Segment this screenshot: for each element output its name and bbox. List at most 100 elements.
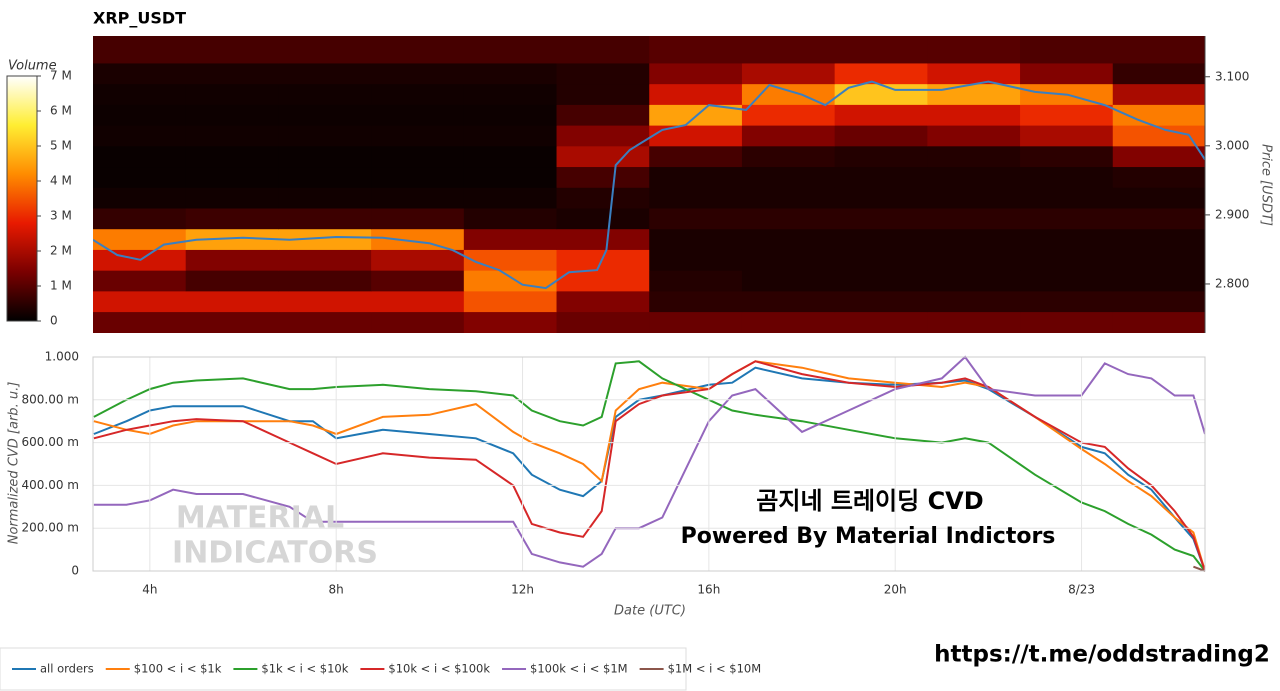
heatmap-cell [649,104,743,126]
colorbar-tick-label: 4 M [50,174,72,188]
heatmap-cell [834,290,928,313]
heatmap-cell [1112,83,1205,105]
heatmap-cell [741,187,836,209]
heatmap-cell [1112,207,1205,230]
heatmap-cell [278,125,372,147]
heatmap-cell [278,104,372,126]
heatmap-cell [93,311,187,333]
heatmap-cells [93,36,1205,333]
heatmap-cell [1020,249,1114,271]
heatmap-cell [741,83,836,105]
colorbar-tick-label: 7 M [50,69,72,83]
heatmap-cell [371,228,465,250]
heatmap-cell [834,311,928,333]
heatmap-cell [1112,104,1205,126]
colorbar-tick-label: 6 M [50,104,72,118]
heatmap-cell [834,270,928,292]
heatmap-cell [1112,311,1205,333]
heatmap-cell [556,166,650,188]
heatmap-cell [1020,228,1114,250]
heatmap-cell [927,228,1021,250]
heatmap-cell [185,270,279,292]
y-tick-label: 2.900 [1215,207,1249,221]
heatmap-cell [649,62,743,85]
heatmap-cell [556,36,650,64]
heatmap-cell [1020,290,1114,313]
x-tick-label: 8h [329,583,344,597]
heatmap-cell [834,228,928,250]
heatmap-cell [741,62,836,85]
heatmap-cell [185,187,279,209]
heatmap-cell [463,36,558,64]
x-tick-label: 20h [884,583,907,597]
legend-label: $100 < i < $1k [134,662,222,676]
heatmap-cell [463,187,558,209]
x-axis-label: Date (UTC) [614,604,686,619]
x-tick-label: 8/23 [1068,583,1095,597]
heatmap-cell [1020,270,1114,292]
heatmap-cell [278,62,372,85]
colorbar-tick-label: 0 [50,314,58,328]
y-tick-label: 200.00 m [22,521,80,535]
heatmap-cell [93,125,187,147]
heatmap-cell [371,311,465,333]
annotation: 곰지네 트레이딩 CVD [756,487,983,515]
heatmap-cell [371,62,465,85]
heatmap-cell [1112,290,1205,313]
heatmap-cell [927,290,1021,313]
heatmap-cell [278,187,372,209]
heatmap-cell [371,207,465,230]
heatmap-cell [1020,125,1114,147]
colorbar-tick-label: 5 M [50,139,72,153]
heatmap-cell [1112,187,1205,209]
heatmap-cell [278,249,372,271]
heatmap-cell [741,249,836,271]
heatmap-cell [649,83,743,105]
heatmap-cell [93,270,187,292]
heatmap-cell [185,228,279,250]
heatmap-cell [463,290,558,313]
heatmap-cell [741,166,836,188]
heatmap-cell [649,249,743,271]
plot-frame [92,356,1206,572]
heatmap-cell [1112,36,1205,64]
heatmap-cell [649,228,743,250]
heatmap-cell [834,125,928,147]
x-tick-label: 4h [142,583,157,597]
heatmap-cell [556,311,650,333]
heatmap-cell [649,290,743,313]
heatmap-cell [278,270,372,292]
heatmap-cell [185,145,279,168]
heatmap-cell [1112,249,1205,271]
heatmap-cell [556,83,650,105]
heatmap-cell [834,145,928,168]
heatmap-cell [927,125,1021,147]
heatmap-cell [834,249,928,271]
heatmap-cell [185,166,279,188]
heatmap-cell [741,125,836,147]
colorbar-tick-label: 2 M [50,244,72,258]
annotation: INDICATORS [172,536,378,571]
heatmap-cell [556,187,650,209]
legend-label: $10k < i < $100k [388,662,490,676]
heatmap-cell [93,36,187,64]
heatmap-cell [649,36,743,64]
heatmap-cell [371,104,465,126]
y-tick-label: 0 [71,564,79,578]
heatmap-cell [1020,166,1114,188]
heatmap-cell [278,36,372,64]
heatmap-cell [93,166,187,188]
y-tick-label: 400.00 m [22,478,80,492]
heatmap-cell [741,207,836,230]
heatmap-cell [278,311,372,333]
heatmap-cell [185,83,279,105]
colorbar-tick-label: 3 M [50,209,72,223]
legend-label: $1k < i < $10k [261,662,348,676]
heatmap-cell [278,166,372,188]
heatmap-cell [371,187,465,209]
heatmap-cell [1020,36,1114,64]
colorbar-tick-label: 1 M [50,279,72,293]
heatmap-cell [927,36,1021,64]
y-tick-label: 600.00 m [22,435,80,449]
